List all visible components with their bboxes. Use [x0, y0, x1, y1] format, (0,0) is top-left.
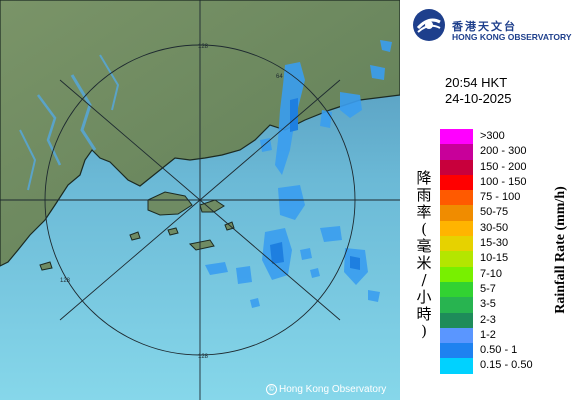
legend-swatch [440, 266, 473, 282]
legend-label: 2-3 [480, 313, 496, 326]
logo-english-name: HONG KONG OBSERVATORY [452, 32, 572, 42]
legend-swatch [440, 327, 473, 344]
island [39, 261, 53, 271]
legend-item: >300 [440, 129, 560, 145]
legend-title-chinese: 降雨率(毫米 / 小時) [416, 169, 432, 340]
legend-item: 75 - 100 [440, 190, 560, 206]
radar-map-svg: 128 64 128 128 [0, 0, 400, 400]
legend-label: 30-50 [480, 221, 509, 234]
legend-item: 1-2 [440, 327, 560, 344]
legend-item: 5-7 [440, 281, 560, 298]
legend-title-english-text: Rainfall Rate (mm/h) [553, 186, 568, 314]
range-rings [0, 0, 400, 400]
legend-label: 100 - 150 [480, 175, 527, 188]
legend-swatch [440, 343, 473, 359]
legend-label: 3-5 [480, 298, 496, 311]
legend-swatch [440, 312, 473, 328]
pearl-river-channel [70, 74, 97, 151]
island [167, 227, 179, 236]
river-channel [99, 54, 120, 111]
range-ring-label: 128 [198, 354, 209, 360]
legend-label: >300 [480, 130, 505, 142]
rainfall-rate-legend: >300 200 - 300 150 - 200 100 - 150 75 - 100 5… [440, 129, 560, 374]
legend-label: 150 - 200 [480, 160, 527, 173]
legend-swatch [440, 174, 473, 191]
legend-swatch [440, 297, 473, 313]
legend-item: 3-5 [440, 297, 560, 313]
island [224, 221, 235, 231]
legend-swatch [440, 159, 473, 175]
legend-title-english: Rainfall Rate (mm/h) [550, 155, 572, 345]
legend-item: 7-10 [440, 266, 560, 282]
legend-item: 15-30 [440, 236, 560, 252]
range-ring-label: 128 [60, 278, 71, 284]
island [188, 239, 215, 251]
legend-swatch [440, 236, 473, 252]
range-ring-label: 128 [198, 44, 209, 50]
observation-time: 20:54 HKT [445, 75, 508, 90]
copyright-notice: © Hong Kong Observatory [266, 384, 386, 395]
radial-line [59, 199, 201, 321]
legend-item: 2-3 [440, 312, 560, 328]
legend-item: 0.50 - 1 [440, 343, 560, 359]
legend-item: 0.15 - 0.50 [440, 358, 560, 374]
legend-label: 5-7 [480, 282, 496, 295]
legend-label: 15-30 [480, 237, 509, 250]
legend-label: 50-75 [480, 206, 509, 219]
radial-line [59, 79, 201, 201]
copyright-text: Hong Kong Observatory [279, 384, 387, 395]
lantau-island [147, 191, 193, 216]
radar-map[interactable]: 128 64 128 128 © Hong Kong Observatory [0, 0, 400, 400]
legend-swatch [440, 144, 473, 160]
legend-swatch [440, 251, 473, 267]
radial-line [199, 199, 341, 321]
legend-item: 10-15 [440, 251, 560, 267]
legend-swatch [440, 190, 473, 206]
legend-label: 10-15 [480, 252, 509, 265]
legend-label: 0.15 - 0.50 [480, 359, 533, 372]
legend-item: 100 - 150 [440, 174, 560, 191]
legend-label: 1-2 [480, 328, 496, 341]
legend-item: 200 - 300 [440, 144, 560, 160]
radial-line [199, 79, 341, 201]
legend-label: 75 - 100 [480, 191, 521, 204]
hko-logo[interactable]: 香港天文台 HONG KONG OBSERVATORY [412, 8, 572, 42]
legend-label: 0.50 - 1 [480, 344, 518, 357]
legend-swatch [440, 129, 473, 145]
river-channel [36, 94, 62, 166]
legend-swatch [440, 205, 473, 221]
logo-chinese-name: 香港天文台 [452, 20, 517, 33]
legend-swatch [440, 358, 473, 374]
island [129, 231, 141, 241]
info-panel: 香港天文台 HONG KONG OBSERVATORY 20:54 HKT 24… [400, 0, 577, 400]
legend-swatch [440, 220, 473, 237]
legend-label: 200 - 300 [480, 145, 527, 158]
legend-swatch [440, 281, 473, 298]
legend-label: 7-10 [480, 267, 503, 280]
legend-item: 150 - 200 [440, 159, 560, 175]
legend-item: 50-75 [440, 205, 560, 221]
range-ring-label: 64 [276, 74, 283, 80]
rain-echoes-heavy [270, 98, 360, 270]
hong-kong-island [199, 199, 225, 213]
hko-logo-icon [413, 9, 445, 41]
observation-date: 24-10-2025 [445, 91, 512, 106]
river-channel [19, 129, 37, 191]
legend-item: 30-50 [440, 220, 560, 237]
copyright-icon: © [266, 384, 277, 395]
